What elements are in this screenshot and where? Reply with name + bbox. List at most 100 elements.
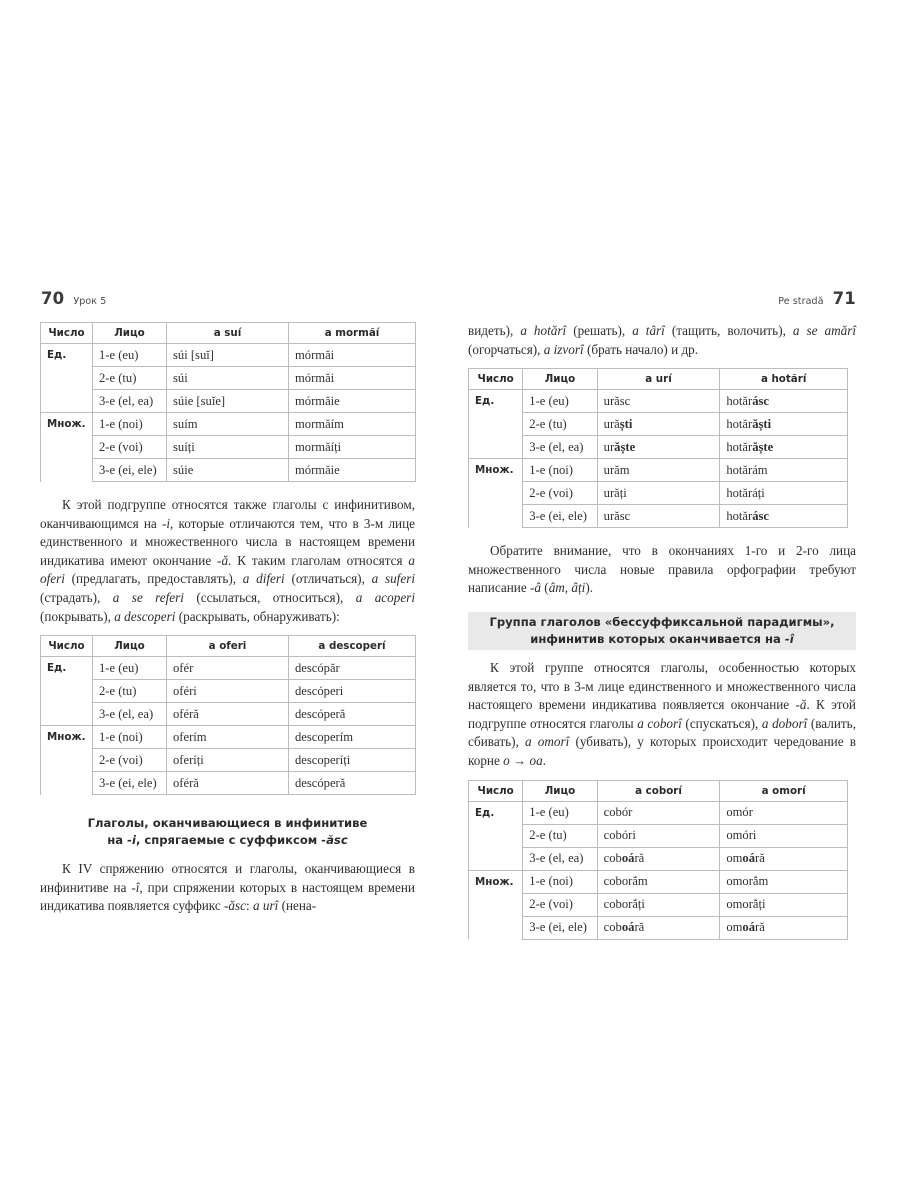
italic-run: -î — [784, 631, 794, 646]
heading-line-2: инфинитив которых оканчивается на -î — [472, 631, 852, 648]
cell-person: 2-е (voi) — [522, 892, 598, 917]
text-run: (покрывать), — [40, 608, 115, 624]
italic-run: a izvorî — [543, 341, 584, 357]
cell-form-verb1: cobór — [596, 800, 721, 825]
table-row: Множ. 1-е (noi) suím mormăím — [40, 412, 416, 482]
text-run: hotăr — [726, 416, 753, 431]
text-run: . К таким глаголам относятся — [228, 552, 409, 568]
text-run: , которые отличаются тем, что в 3-м лице… — [40, 515, 416, 568]
text-run: , при спряжении которых в настоящем врем… — [40, 879, 415, 914]
text-run: ră — [634, 920, 645, 935]
cell-form-verb2: omorắm — [719, 869, 848, 894]
text-run: ). — [585, 580, 594, 596]
cell-form-verb1: oféră — [166, 771, 289, 796]
cell-form-verb1: coborắm — [596, 869, 721, 894]
col-header-verb1: a urí — [596, 368, 721, 391]
right-column: видеть), a hotărî (решать), a târî (тащи… — [467, 322, 856, 940]
cell-form-verb1: coboáră — [596, 915, 721, 940]
cell-number-plural: Множ. — [40, 725, 93, 795]
paragraph-cobori-group: К этой группе относятся глаголы, особенн… — [468, 659, 856, 771]
table-header-row: Число Лицо a oferi a descoperí — [40, 635, 416, 658]
cell-form-verb1: urăște — [596, 435, 721, 460]
page-number-right: 71 — [832, 289, 856, 308]
cell-form-verb2: mórmăie — [288, 458, 416, 482]
table-header-row: Число Лицо a coborí a omorí — [467, 779, 848, 802]
cell-person: 3-е (el, ea) — [522, 846, 598, 871]
page-number-left: 70 — [41, 289, 65, 308]
bold-run: oá — [621, 920, 635, 935]
cell-number-plural: Множ. — [40, 412, 93, 482]
table-row: 3-е (el, ea) oféră descóperă — [41, 702, 416, 727]
bold-run: ăște — [752, 439, 774, 454]
cell-form-verb1: urăsc — [596, 504, 721, 529]
cell-form-verb1: ofér — [166, 656, 289, 681]
col-header-verb2: a mormăí — [288, 322, 416, 344]
cell-person: 3-е (el, ea) — [522, 435, 598, 460]
text-run: К этой подгруппе относятся также глаголы… — [40, 497, 415, 531]
text-run: ( — [540, 580, 549, 596]
cell-form-verb2: omorắți — [719, 892, 848, 917]
col-header-person: Лицо — [522, 368, 598, 391]
cell-form-verb2: mórmăi — [288, 366, 416, 390]
text-run: omór — [726, 805, 753, 820]
table-row: Множ. 1-е (noi) urăm hotărám — [467, 458, 848, 528]
text-run: cobóri — [603, 828, 636, 843]
table-row: 2-е (voi) urăți hotăráți — [469, 481, 848, 506]
cell-person: 1-е (noi) — [522, 458, 598, 483]
cell-person: 3-е (el, ea) — [92, 702, 167, 727]
text-run: (огорчаться), — [468, 341, 544, 357]
text-run: hotăr — [726, 508, 753, 523]
cell-form-verb1: urăsc — [596, 389, 721, 414]
bold-run: ăște — [614, 439, 636, 454]
table-row: Множ. 1-е (noi) coborắm omorắm — [467, 869, 848, 940]
col-header-verb1: a coborí — [596, 779, 721, 802]
cell-number-singular: Ед. — [467, 800, 524, 871]
table-row: 2-е (voi) coborắți omorắți — [469, 892, 848, 917]
italic-run: a descoperi — [114, 608, 176, 624]
italic-run: -ăsc — [224, 898, 247, 914]
text-run: ră — [755, 920, 765, 935]
bold-run: ásc — [752, 393, 769, 408]
col-header-verb2: a descoperí — [288, 635, 416, 658]
bold-run: oá — [742, 851, 755, 866]
text-run: urăm — [603, 462, 630, 477]
text-run: cobór — [603, 805, 633, 820]
text-run: (отличаться), — [284, 571, 372, 587]
col-header-number: Число — [467, 779, 524, 802]
cell-person: 3-е (ei, ele) — [92, 458, 167, 482]
col-header-person: Лицо — [92, 635, 167, 658]
text-run: (предлагать, предоставлять), — [64, 571, 243, 587]
cell-form-verb1: súie [suĭe] — [166, 389, 289, 413]
col-header-number: Число — [40, 635, 93, 658]
cell-form-verb2: mórmăi — [288, 343, 416, 367]
cell-person: 1-е (eu) — [92, 656, 167, 681]
cell-form-verb1: suím — [166, 412, 289, 436]
cell-form-verb2: hotărásc — [719, 504, 848, 529]
italic-run: -î — [131, 879, 140, 895]
cell-form-verb1: oféră — [166, 702, 289, 727]
italic-run: a doborî — [761, 715, 808, 731]
cell-person: 2-е (tu) — [92, 366, 167, 390]
text-run: на — [107, 833, 128, 848]
table-header-row: Число Лицо a suí a mormăí — [40, 322, 416, 344]
running-head-left: 70 Урок 5 — [41, 289, 106, 308]
italic-run: a târî — [632, 323, 665, 338]
cell-form-verb2: omór — [719, 800, 848, 825]
cell-form-verb1: urăți — [596, 481, 721, 506]
paragraph-orthography-note: Обратите внимание, что в окончаниях 1-го… — [468, 542, 856, 598]
cell-form-verb2: mórmăie — [288, 389, 416, 413]
cell-form-verb2: mormăíți — [288, 435, 416, 459]
cell-person: 1-е (noi) — [92, 412, 167, 436]
table-row: Множ. 1-е (noi) oferím descoperím — [40, 725, 416, 795]
running-title-right: Pe stradă — [778, 296, 824, 307]
text-run: (тащить, волочить), — [664, 323, 793, 338]
cell-person: 1-е (noi) — [522, 869, 598, 894]
cell-person: 1-е (eu) — [522, 389, 598, 414]
cell-person: 2-е (voi) — [92, 435, 167, 459]
table-row: 2-е (tu) cobóri omóri — [469, 823, 848, 848]
cell-form-verb2: descópăr — [288, 656, 416, 681]
bold-run: oá — [742, 920, 755, 935]
conjugation-table-sui-mormai: Число Лицо a suí a mormăí Ед. 1-е (eu) s… — [40, 322, 416, 482]
text-run: urăți — [603, 485, 627, 500]
italic-run: a oferi — [40, 552, 415, 587]
